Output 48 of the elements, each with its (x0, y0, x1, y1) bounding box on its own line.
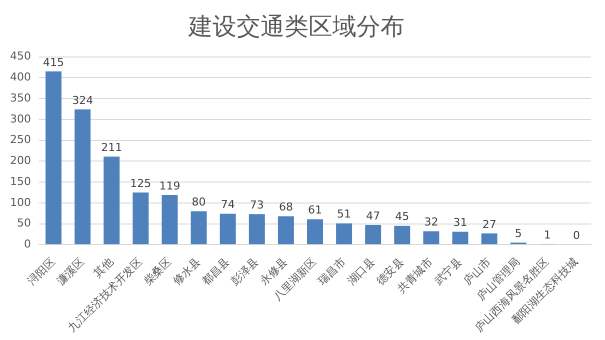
data-label: 119 (159, 179, 180, 192)
bar (190, 211, 207, 244)
y-tick-label: 400 (10, 70, 31, 84)
data-label: 45 (395, 210, 410, 224)
bar (220, 214, 236, 244)
data-label: 1 (544, 228, 551, 242)
bar (162, 194, 178, 244)
data-label: 211 (101, 140, 122, 154)
bar (336, 223, 352, 244)
data-label: 32 (424, 216, 438, 229)
data-label: 51 (337, 208, 352, 221)
y-tick-label: 0 (24, 238, 31, 251)
bar (423, 231, 440, 244)
data-label: 125 (130, 176, 152, 190)
bar (104, 156, 120, 244)
data-label: 74 (220, 198, 235, 212)
bar (132, 192, 149, 244)
data-label: 415 (43, 56, 64, 69)
bar (46, 71, 62, 244)
data-label: 47 (366, 209, 380, 222)
y-tick-label: 300 (10, 112, 31, 126)
data-label: 80 (192, 196, 206, 209)
y-tick-label: 250 (10, 133, 31, 146)
y-tick-label: 200 (10, 154, 31, 168)
x-tick-label: 其他 (91, 255, 116, 280)
chart-title: 建设交通类区域分布 (188, 12, 404, 41)
y-tick-label: 100 (10, 196, 31, 209)
x-tick-label: 武宁县 (432, 255, 464, 288)
data-label: 68 (278, 200, 293, 214)
y-tick-label: 450 (10, 50, 31, 63)
bar (365, 225, 382, 244)
data-label: 0 (572, 229, 580, 242)
data-label: 324 (72, 94, 94, 107)
bar (307, 219, 323, 244)
bar (394, 226, 410, 244)
bar (481, 233, 498, 244)
data-label: 27 (482, 218, 496, 231)
data-label: 73 (250, 198, 264, 212)
data-label: 31 (453, 216, 468, 230)
data-label: 5 (514, 226, 522, 240)
data-label: 61 (308, 204, 322, 217)
y-tick-label: 350 (10, 91, 31, 104)
bar (248, 214, 265, 244)
bar (74, 109, 91, 244)
bar (278, 216, 294, 244)
bar (452, 232, 468, 244)
y-tick-label: 150 (10, 174, 31, 188)
y-tick-label: 50 (16, 216, 31, 230)
